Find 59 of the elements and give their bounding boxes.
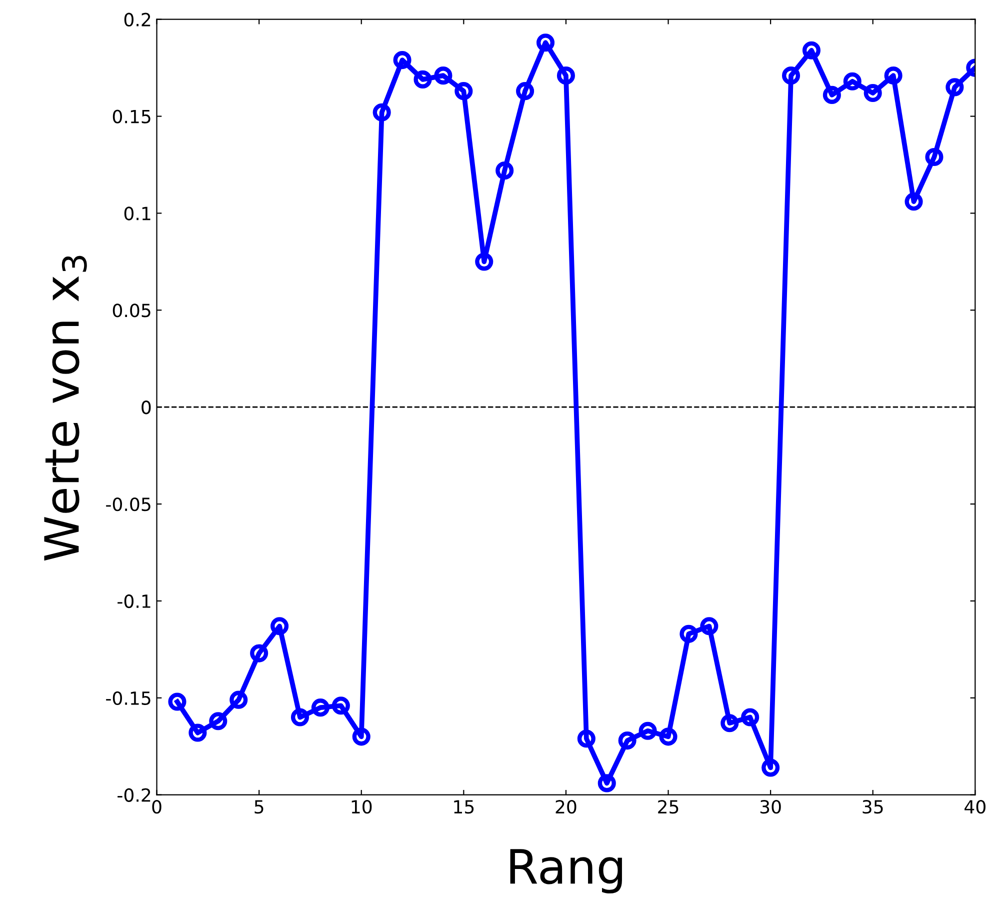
point xyxy=(925,148,944,166)
y-tick-label: 0.15 xyxy=(112,110,150,124)
point xyxy=(414,70,432,88)
point xyxy=(270,617,289,636)
point xyxy=(352,728,370,746)
point xyxy=(496,162,514,180)
point xyxy=(618,732,636,750)
point xyxy=(188,724,207,742)
point xyxy=(311,698,330,717)
x-tick-label: 30 xyxy=(760,800,781,814)
point xyxy=(332,696,350,715)
point xyxy=(577,730,596,748)
y-tick-label: -0.15 xyxy=(106,691,150,706)
point xyxy=(393,51,412,70)
x-tick-label: 0 xyxy=(152,800,162,814)
point xyxy=(741,708,760,726)
point xyxy=(843,72,862,90)
point xyxy=(638,722,657,740)
point xyxy=(946,78,964,96)
point xyxy=(372,103,391,122)
point xyxy=(516,82,534,100)
point xyxy=(802,41,821,60)
y-tick-label: 0.2 xyxy=(124,12,150,26)
y-tick-label: 0.05 xyxy=(112,304,150,318)
point xyxy=(250,644,268,662)
point xyxy=(475,252,494,271)
x-tick-label: 35 xyxy=(862,800,883,814)
point xyxy=(209,712,228,730)
x-tick-label: 20 xyxy=(556,800,576,814)
point xyxy=(598,774,616,792)
point xyxy=(230,690,248,709)
point xyxy=(762,758,780,777)
x-tick-label: 5 xyxy=(254,800,264,814)
point xyxy=(864,84,882,102)
point xyxy=(556,66,575,85)
point xyxy=(720,714,739,732)
y-tick-label: 0 xyxy=(142,400,151,414)
point xyxy=(904,192,923,211)
point xyxy=(680,624,698,643)
point xyxy=(782,66,800,85)
point xyxy=(659,728,678,746)
x-tick-label: 10 xyxy=(352,800,372,814)
y-tick-label: -0.05 xyxy=(106,497,150,512)
x-tick-label: 25 xyxy=(658,800,678,814)
point xyxy=(454,82,473,100)
point xyxy=(536,34,555,52)
y-tick-label: -0.1 xyxy=(118,594,150,608)
point xyxy=(822,86,841,104)
point xyxy=(700,617,718,636)
point xyxy=(290,708,310,726)
y-tick-label: 0.1 xyxy=(124,206,150,220)
point xyxy=(434,66,452,85)
x-axis-title: Rang xyxy=(510,849,622,894)
x-tick-label: 40 xyxy=(964,800,986,814)
point xyxy=(168,692,186,711)
y-tick-label: -0.2 xyxy=(118,788,150,802)
point xyxy=(884,66,902,85)
x-tick-label: 15 xyxy=(454,800,474,814)
y-axis-title: Werte von x$_{3}$ xyxy=(44,256,87,561)
